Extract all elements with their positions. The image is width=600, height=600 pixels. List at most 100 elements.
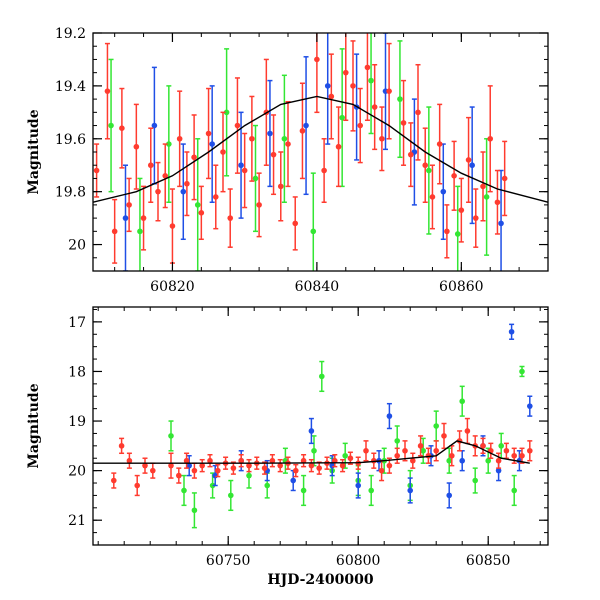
- x-tick-label: 60850: [466, 553, 511, 569]
- data-point-red: [168, 452, 174, 479]
- data-point-red: [342, 33, 349, 122]
- data-point-red: [415, 63, 421, 161]
- data-point-blue: [446, 482, 453, 509]
- data-point-red: [104, 42, 111, 140]
- data-point-blue: [386, 402, 393, 430]
- data-point-red: [176, 467, 182, 484]
- data-point-green: [397, 40, 403, 159]
- data-point-blue: [459, 450, 466, 472]
- data-point-green: [181, 474, 187, 507]
- data-point-green: [426, 106, 432, 235]
- data-point-green: [459, 385, 466, 417]
- data-point-red: [126, 177, 132, 233]
- data-point-red: [519, 447, 525, 464]
- data-point-blue: [308, 417, 315, 445]
- data-point-green: [446, 447, 453, 474]
- data-point-red: [379, 106, 385, 172]
- data-point-red: [169, 188, 176, 264]
- data-point-red: [199, 458, 205, 473]
- data-point-red: [495, 452, 502, 469]
- data-point-red: [126, 452, 133, 469]
- data-point-red: [292, 196, 299, 251]
- data-point-red: [184, 151, 190, 217]
- top-ticks: 60820 60840 60860 19.2 19.4 19.6 19.8 20: [55, 26, 549, 295]
- data-point-blue: [355, 472, 362, 499]
- data-point-red: [316, 461, 323, 475]
- data-point-red: [328, 53, 335, 140]
- data-point-green: [166, 85, 172, 203]
- data-point-blue: [498, 169, 504, 271]
- y-tick-label: 17: [68, 315, 86, 331]
- data-point-red: [118, 437, 125, 455]
- x-tick-label: 60840: [295, 279, 340, 295]
- data-point-red: [386, 42, 392, 140]
- data-point-green: [511, 474, 517, 507]
- data-point-red: [371, 63, 378, 151]
- data-point-red: [111, 198, 118, 264]
- data-point-red: [314, 33, 320, 114]
- data-point-red: [339, 458, 346, 473]
- data-point-red: [249, 95, 255, 182]
- data-point-red: [458, 177, 465, 243]
- top-y-axis-label: Magnitude: [26, 109, 42, 194]
- bottom-y-axis-label: Magnitude: [26, 383, 42, 468]
- y-tick-label: 18: [68, 364, 86, 380]
- data-point-green: [483, 138, 490, 256]
- data-point-red: [205, 87, 212, 180]
- data-point-red: [350, 40, 356, 132]
- data-point-blue: [186, 455, 192, 477]
- data-point-green: [194, 138, 201, 271]
- data-point-red: [335, 106, 342, 188]
- data-point-red: [422, 127, 429, 203]
- data-point-red: [191, 462, 198, 479]
- data-point-blue: [122, 164, 129, 271]
- data-point-green: [319, 360, 325, 393]
- data-point-red: [147, 127, 154, 203]
- data-point-blue: [180, 143, 187, 241]
- data-point-red: [93, 143, 100, 198]
- data-point-red: [256, 172, 262, 238]
- data-point-red: [150, 462, 156, 479]
- data-point-red: [230, 461, 237, 475]
- bottom-panel: 60750 60800 60850 17 18 19 20 21 Magnitude HJD-…: [26, 306, 549, 588]
- data-point-green: [108, 58, 114, 193]
- data-point-green: [420, 437, 427, 464]
- data-point-blue: [407, 477, 414, 504]
- data-point-red: [285, 101, 291, 188]
- data-point-blue: [209, 85, 215, 203]
- data-point-red: [269, 454, 276, 468]
- data-point-red: [277, 458, 284, 473]
- data-point-green: [228, 479, 234, 512]
- data-point-red: [417, 435, 424, 457]
- data-point-red: [162, 143, 169, 209]
- data-point-blue: [508, 323, 515, 340]
- data-point-red: [140, 185, 147, 251]
- data-point-red: [285, 456, 291, 470]
- data-point-red: [241, 132, 248, 209]
- data-point-red: [261, 461, 268, 475]
- y-tick-label: 19.4: [55, 79, 86, 95]
- data-point-blue: [411, 98, 418, 206]
- data-point-red: [436, 103, 443, 185]
- x-tick-label: 60800: [336, 553, 381, 569]
- data-point-red: [465, 116, 472, 203]
- data-point-green: [191, 492, 198, 529]
- data-point-red: [308, 458, 315, 473]
- data-point-blue: [238, 111, 244, 219]
- data-point-red: [191, 114, 197, 201]
- data-point-green: [137, 177, 143, 271]
- data-point-red: [212, 164, 219, 230]
- data-point-red: [111, 472, 117, 489]
- data-point-red: [134, 474, 140, 497]
- data-point-red: [480, 151, 486, 222]
- data-point-red: [293, 463, 299, 478]
- data-point-red: [451, 140, 457, 211]
- data-point-red: [198, 185, 205, 241]
- data-point-red: [527, 440, 533, 462]
- data-point-green: [339, 48, 345, 188]
- data-point-blue: [303, 56, 309, 196]
- data-point-red: [441, 422, 447, 450]
- data-point-green: [310, 172, 317, 271]
- data-point-red: [501, 140, 508, 217]
- data-point-green: [368, 33, 374, 135]
